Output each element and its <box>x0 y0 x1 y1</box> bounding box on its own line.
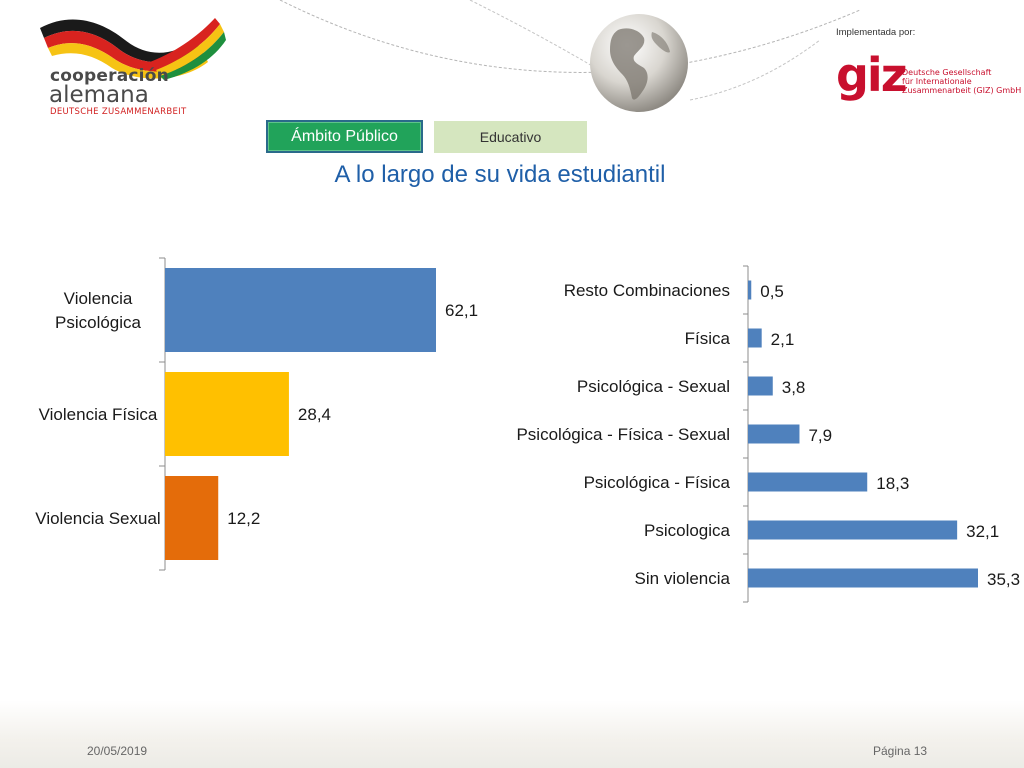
category-label: Violencia Sexual <box>35 509 160 528</box>
category-label: Psicologica <box>644 521 731 540</box>
category-label: Violencia <box>64 289 133 308</box>
flag-ribbon-icon <box>40 18 226 80</box>
tab-ambito-publico[interactable]: Ámbito Público <box>266 120 423 153</box>
bar <box>748 376 773 396</box>
giz-name-line: für Internationale <box>902 77 972 86</box>
data-label: 28,4 <box>298 405 331 424</box>
globe-icon <box>590 14 688 112</box>
category-label: Psicológica - Sexual <box>577 377 730 396</box>
category-label: Física <box>685 329 731 348</box>
giz-full-name: Deutsche Gesellschaft für Internationale… <box>902 68 1022 95</box>
bar <box>748 520 958 540</box>
bar <box>748 328 762 348</box>
bar <box>748 568 978 588</box>
footer-date: 20/05/2019 <box>87 744 148 758</box>
bar <box>165 268 436 352</box>
data-label: 62,1 <box>445 301 478 320</box>
cooperacion-alemana-logo <box>30 10 230 120</box>
implemented-by-label: Implementada por: <box>836 27 916 38</box>
category-label: Psicológica - Física - Sexual <box>516 425 730 444</box>
category-label: Sin violencia <box>635 569 731 588</box>
footer-page-number: Página 13 <box>873 744 928 758</box>
bar <box>748 472 868 492</box>
data-label: 2,1 <box>771 330 795 349</box>
tab-educativo[interactable]: Educativo <box>434 121 587 153</box>
giz-name-line: Zusammenarbeit (GIZ) GmbH <box>902 86 1022 95</box>
page-title: A lo largo de su vida estudiantil <box>334 161 666 188</box>
data-label: 0,5 <box>760 282 784 301</box>
data-label: 18,3 <box>876 474 909 493</box>
bar <box>748 424 800 444</box>
giz-logo: giz <box>836 48 907 102</box>
footer-band <box>0 700 1024 768</box>
coop-logo-text-line3: DEUTSCHE ZUSAMMENARBEIT <box>50 107 187 117</box>
coop-logo-text-line2: alemana <box>49 82 149 108</box>
category-label: Resto Combinaciones <box>564 281 730 300</box>
data-label: 35,3 <box>987 570 1020 589</box>
giz-name-line: Deutsche Gesellschaft <box>902 68 992 77</box>
category-label: Psicológica <box>55 313 142 332</box>
data-label: 3,8 <box>782 378 806 397</box>
category-label: Psicológica - Física <box>584 473 731 492</box>
bar <box>748 280 752 300</box>
data-label: 32,1 <box>966 522 999 541</box>
data-label: 12,2 <box>227 509 260 528</box>
bar <box>165 476 219 560</box>
category-label: Violencia Física <box>39 405 158 424</box>
bar <box>165 372 289 456</box>
coop-logo-text-line1: cooperación <box>50 66 169 86</box>
data-label: 7,9 <box>808 426 832 445</box>
